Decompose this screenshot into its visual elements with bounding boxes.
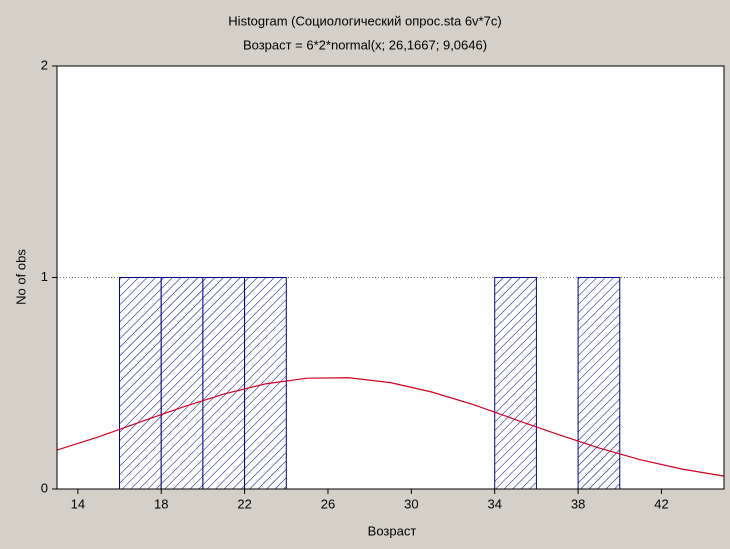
y-tick-label: 0 bbox=[41, 480, 48, 495]
y-axis-label: No of obs bbox=[13, 249, 28, 305]
bar bbox=[202, 277, 246, 490]
x-tick-label: 34 bbox=[487, 496, 501, 511]
bar bbox=[160, 277, 204, 490]
chart-subtitle: Возраст = 6*2*normal(x; 26,1667; 9,0646) bbox=[243, 37, 487, 52]
x-tick-label: 38 bbox=[571, 496, 585, 511]
x-axis-label: Возраст bbox=[368, 523, 417, 538]
plot-frame bbox=[56, 65, 725, 490]
x-tick-label: 14 bbox=[71, 496, 85, 511]
bar bbox=[119, 277, 162, 490]
x-tick-label: 30 bbox=[404, 496, 418, 511]
x-tick-label: 18 bbox=[154, 496, 168, 511]
x-tick-label: 22 bbox=[237, 496, 251, 511]
x-tick-label: 42 bbox=[654, 496, 668, 511]
bar bbox=[244, 277, 287, 490]
fit-curve bbox=[56, 377, 725, 477]
x-tick-label: 26 bbox=[321, 496, 335, 511]
bar bbox=[577, 277, 621, 490]
chart-title: Histogram (Социологический опрос.sta 6v*… bbox=[228, 13, 501, 28]
bar bbox=[494, 277, 537, 490]
y-tick-label: 2 bbox=[41, 57, 48, 72]
y-tick-label: 1 bbox=[41, 269, 48, 284]
